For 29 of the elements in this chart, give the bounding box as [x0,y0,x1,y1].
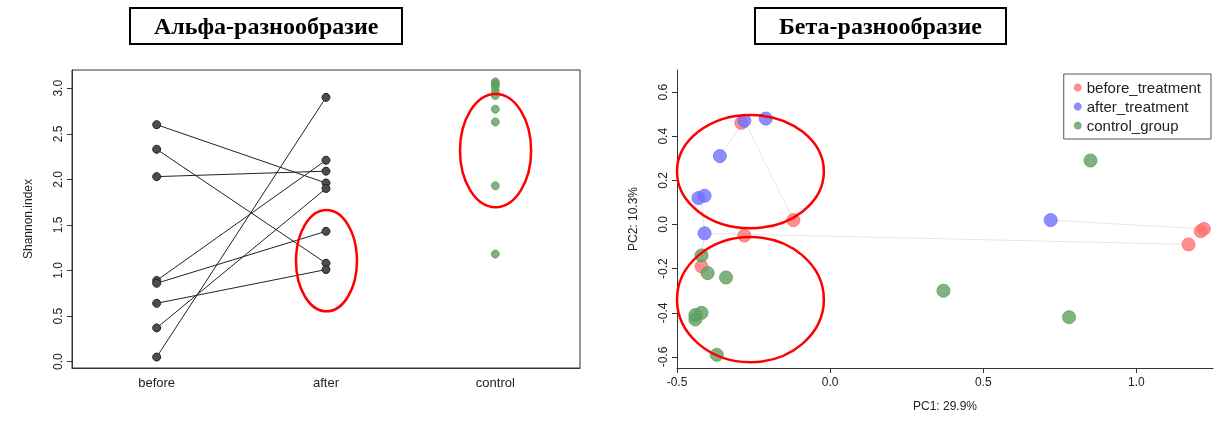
y-axis-title: PC2: 10.3% [626,186,640,252]
y-tick-label: 0.4 [656,127,670,145]
y-tick-label: 0.5 [51,307,65,325]
chart-title: Альфа-разнообразие [154,13,379,39]
x-tick-label: 0.5 [974,375,992,389]
y-tick-label: 0.0 [656,215,670,233]
chart-title: Бета-разнообразие [779,13,983,39]
y-tick-label: 1.5 [51,216,65,234]
legend-label: control_group [1086,117,1179,134]
y-tick-label: 0.0 [51,352,65,370]
x-tick-label: before [138,375,176,390]
x-tick-label: 1.0 [1128,375,1146,389]
y-tick-label: -0.2 [656,258,670,280]
x-tick-label: after [312,375,340,390]
y-tick-label: 0.6 [656,83,670,101]
x-tick-label: -0.5 [666,375,688,389]
y-tick-label: 0.2 [656,171,670,189]
x-tick-label: control [475,375,515,390]
y-tick-label: 1.0 [51,261,65,279]
y-tick-label: -0.4 [656,302,670,324]
x-tick-label: 0.0 [821,375,839,389]
legend-label: after_treatment [1086,98,1190,115]
y-axis-title: Shannon.index [21,178,35,260]
y-tick-label: 2.0 [51,170,65,188]
y-tick-label: 3.0 [51,79,65,97]
y-tick-label: 2.5 [51,125,65,143]
y-tick-label: -0.6 [656,346,670,368]
x-axis-title: PC1: 29.9% [912,399,978,413]
legend-label: before_treatment [1086,79,1202,96]
